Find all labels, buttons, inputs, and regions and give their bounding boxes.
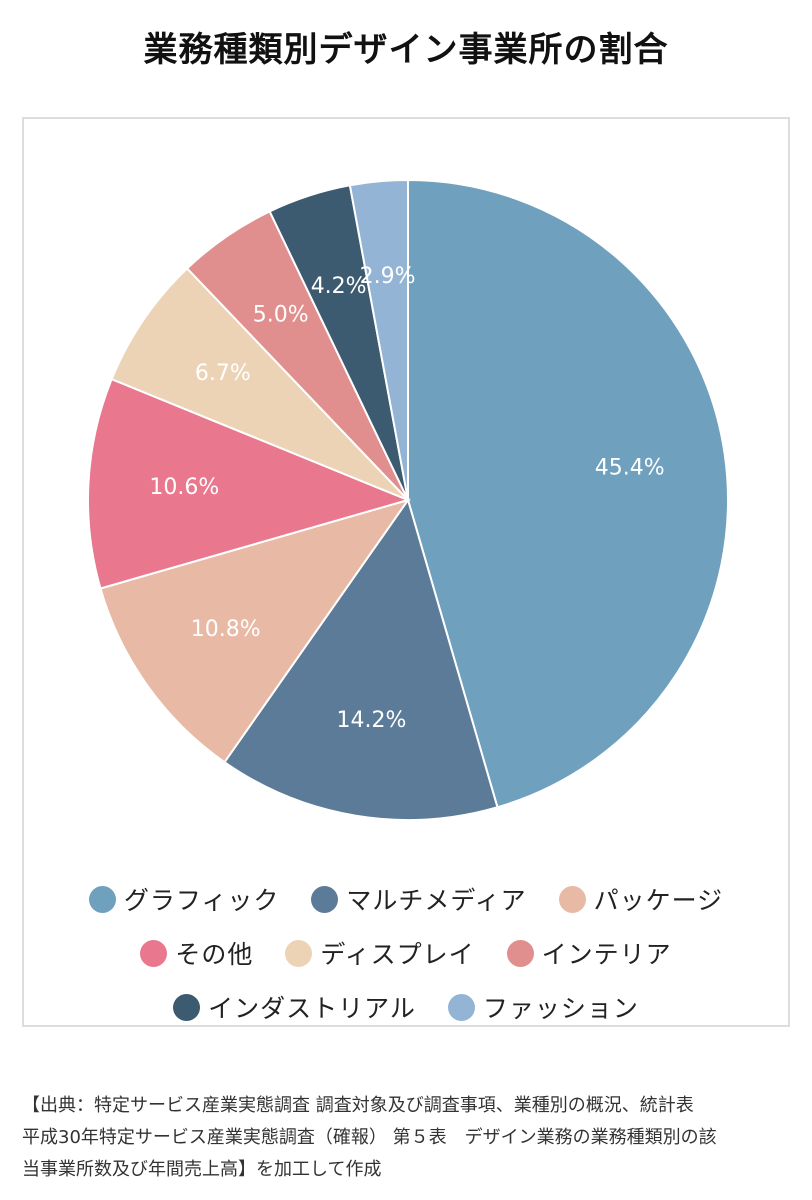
legend-label: インダストリアル — [208, 994, 416, 1023]
legend-item: その他 — [140, 935, 253, 971]
source-note: 【出典：特定サービス産業実態調査 調査対象及び調査事項、業種別の概況、統計表平成… — [22, 1090, 792, 1186]
legend-row: その他 ディスプレイ インテリア — [22, 926, 790, 980]
legend-item: マルチメディア — [311, 881, 526, 917]
source-line: 当事業所数及び年間売上高】を加工して作成 — [22, 1159, 382, 1180]
legend-item: インダストリアル — [173, 989, 416, 1025]
legend-label: パッケージ — [593, 886, 724, 915]
legend-label: グラフィック — [123, 886, 280, 915]
legend-item: インテリア — [506, 935, 672, 971]
legend-item: ディスプレイ — [285, 935, 474, 971]
legend-item: ファッション — [447, 989, 639, 1025]
legend-swatch — [311, 885, 339, 913]
legend-item: パッケージ — [558, 881, 724, 917]
legend-swatch — [173, 993, 201, 1021]
legend-label: その他 — [175, 940, 254, 969]
chart-legend: グラフィック マルチメディア パッケージその他 ディスプレイ インテリアインダストリアル… — [22, 872, 790, 1034]
legend-swatch — [558, 885, 586, 913]
source-line: 平成30年特定サービス産業実態調査（確報） 第５表 デザイン業務の業務種類別の該 — [22, 1127, 717, 1148]
legend-swatch — [88, 885, 116, 913]
legend-row: グラフィック マルチメディア パッケージ — [22, 872, 790, 926]
legend-label: マルチメディア — [346, 886, 527, 915]
legend-item: グラフィック — [88, 881, 280, 917]
legend-swatch — [447, 993, 475, 1021]
legend-swatch — [140, 939, 168, 967]
legend-label: ディスプレイ — [320, 940, 475, 969]
legend-label: ファッション — [482, 994, 639, 1023]
legend-label: インテリア — [541, 940, 672, 969]
source-line: 【出典：特定サービス産業実態調査 調査対象及び調査事項、業種別の概況、統計表 — [22, 1095, 694, 1116]
legend-swatch — [506, 939, 534, 967]
legend-swatch — [285, 939, 313, 967]
chart-title: 業務種類別デザイン事業所の割合 — [143, 30, 669, 70]
legend-row: インダストリアル ファッション — [22, 980, 790, 1034]
